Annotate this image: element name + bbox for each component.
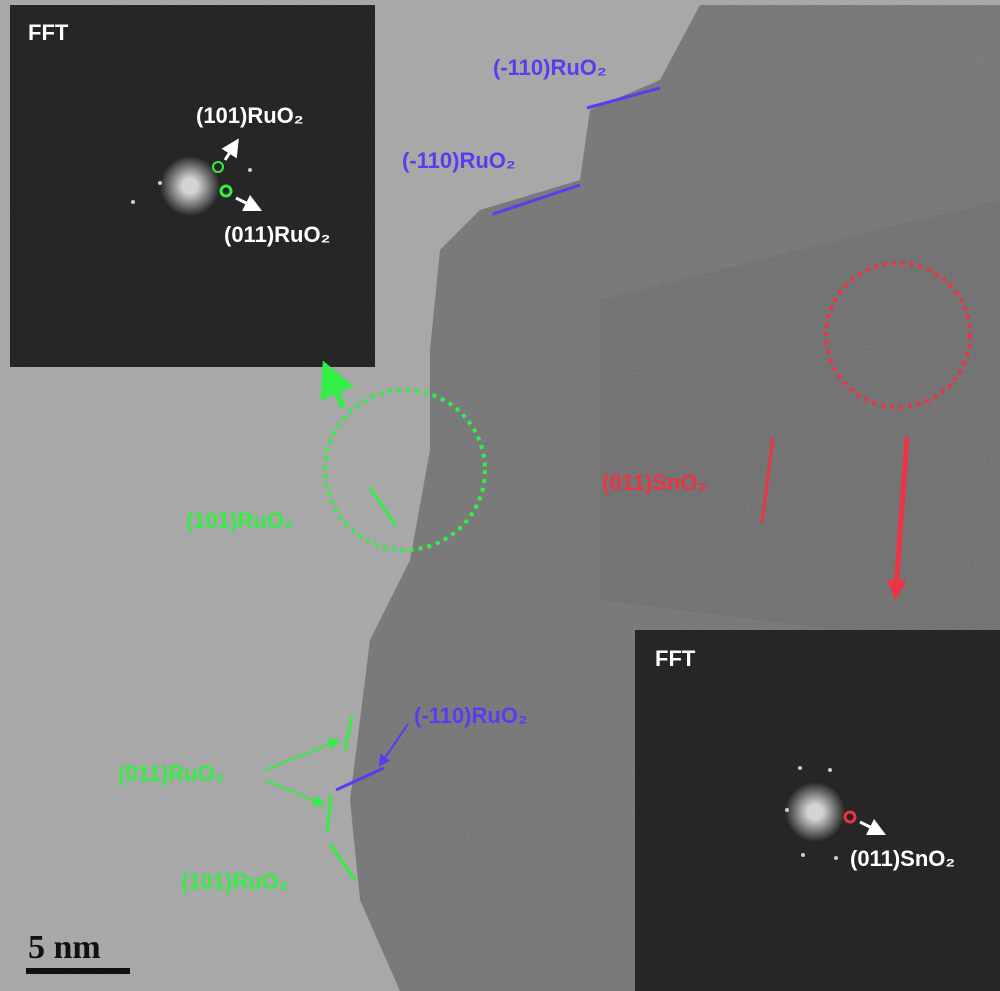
tem-figure: FFT (101)RuO₂ (011)RuO₂ FFT (011)SnO₂ (-… (0, 0, 1000, 991)
label: (011)SnO₂ (602, 470, 707, 495)
label: (-110)RuO₂ (402, 148, 516, 173)
fft-inset: FFT (101)RuO₂ (011)RuO₂ (10, 5, 375, 367)
inset-label: (101)RuO₂ (196, 103, 304, 128)
inset-title: FFT (28, 20, 69, 45)
label: (-110)RuO₂ (493, 55, 607, 80)
label: (-110)RuO₂ (414, 703, 528, 728)
inset-label: (011)SnO₂ (850, 846, 955, 871)
label: (011)RuO₂ (118, 761, 224, 786)
scale-label: 5 nm (28, 929, 101, 966)
fft-inset: FFT (011)SnO₂ (635, 630, 1000, 991)
inset-label: (011)RuO₂ (224, 222, 330, 247)
label: (101)RuO₂ (186, 508, 294, 533)
inset-title: FFT (655, 646, 696, 671)
label: (101)RuO₂ (181, 869, 289, 894)
